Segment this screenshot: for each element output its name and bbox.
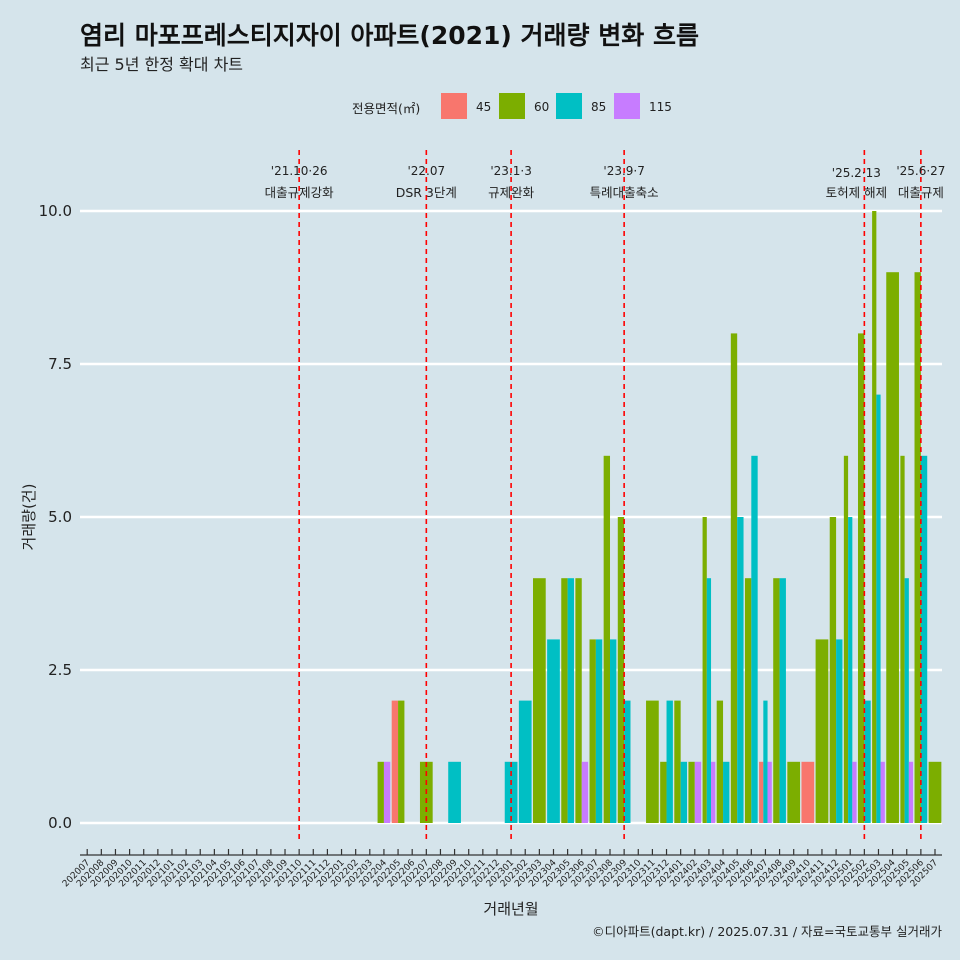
bar-202502-85 bbox=[864, 700, 871, 823]
bar-202404-60 bbox=[716, 700, 724, 823]
bar-202303-60 bbox=[533, 578, 546, 823]
bar-202405-85 bbox=[737, 517, 744, 823]
bar-202205-60 bbox=[398, 700, 405, 823]
event-date-label: '23.1·3 bbox=[490, 164, 531, 178]
bar-202307-60 bbox=[589, 639, 596, 823]
bar-202312-60 bbox=[660, 761, 667, 823]
bar-202503-60 bbox=[872, 211, 877, 823]
bar-202308-60 bbox=[603, 455, 611, 823]
x-axis: 2020072020082020092020102020112020122021… bbox=[61, 849, 942, 889]
y-tick-label: 10.0 bbox=[39, 202, 72, 220]
event-date-label: '23.9·7 bbox=[603, 164, 644, 178]
bar-202403-115 bbox=[711, 761, 716, 823]
bar-202306-115 bbox=[581, 761, 589, 823]
event-lines: '21.10·26 대출규제강화 '22.07 DSR 3단계 '23.1·3 규제완화 '… bbox=[265, 150, 945, 843]
legend-swatch-45 bbox=[441, 93, 467, 119]
legend-label-115: 115 bbox=[649, 100, 672, 114]
event-date-label: '25.2·13 bbox=[832, 166, 881, 180]
legend-label-45: 45 bbox=[476, 100, 491, 114]
bar-202407-85 bbox=[763, 700, 768, 823]
bar-202404-85 bbox=[723, 761, 730, 823]
bar-202408-60 bbox=[773, 578, 780, 823]
event-name-label: 규제완화 bbox=[488, 185, 535, 200]
event-date-label: '22.07 bbox=[407, 164, 445, 178]
bar-202402-60 bbox=[688, 761, 695, 823]
legend-label-60: 60 bbox=[534, 100, 549, 114]
y-axis: 0.0 2.5 5.0 7.5 10.0 bbox=[39, 202, 72, 832]
bar-202204-60 bbox=[377, 761, 384, 823]
chart-subtitle: 최근 5년 한정 확대 차트 bbox=[80, 55, 243, 74]
y-axis-title: 거래량(건) bbox=[20, 484, 38, 551]
bar-202204-115 bbox=[383, 761, 391, 823]
bar-202502-60 bbox=[857, 333, 865, 823]
bar-202506-85 bbox=[920, 455, 928, 823]
event-name-label: 대출규제 bbox=[898, 185, 944, 200]
bar-202501-60 bbox=[843, 455, 849, 823]
bar-202311-60 bbox=[646, 700, 659, 823]
grid bbox=[80, 209, 942, 825]
bar-202409-60 bbox=[787, 761, 801, 823]
y-tick-label: 2.5 bbox=[48, 661, 72, 679]
bar-202305-85 bbox=[567, 578, 574, 823]
event-name-label: 특례대출축소 bbox=[590, 185, 659, 200]
bar-202402-115 bbox=[694, 761, 702, 823]
legend-swatch-85 bbox=[556, 93, 582, 119]
bar-202505-60 bbox=[900, 455, 905, 823]
legend-label-85: 85 bbox=[591, 100, 606, 114]
y-tick-label: 7.5 bbox=[48, 355, 72, 373]
bar-202205-45 bbox=[391, 700, 399, 823]
bar-202403-85 bbox=[706, 578, 712, 823]
bar-202503-115 bbox=[880, 761, 885, 823]
bar-202306-60 bbox=[575, 578, 582, 823]
bar-202304-85 bbox=[547, 639, 560, 823]
legend-swatch-60 bbox=[499, 93, 525, 119]
x-axis-title: 거래년월 bbox=[483, 900, 538, 918]
bar-202505-85 bbox=[904, 578, 909, 823]
bar-202312-85 bbox=[666, 700, 673, 823]
bar-202504-60 bbox=[886, 272, 899, 823]
bar-202401-60 bbox=[674, 700, 681, 823]
bar-202302-85 bbox=[518, 700, 532, 823]
legend: 전용면적(㎡) 45 60 85 115 bbox=[352, 93, 672, 119]
bar-202506-60 bbox=[914, 272, 921, 823]
bar-202412-85 bbox=[836, 639, 843, 823]
bar-202411-60 bbox=[815, 639, 829, 823]
chart-title: 염리 마포프레스티지자이 아파트(2021) 거래량 변화 흐름 bbox=[80, 21, 699, 50]
bar-202505-115 bbox=[908, 761, 914, 823]
caption: ©디아파트(dapt.kr) / 2025.07.31 / 자료=국토교통부 실… bbox=[592, 924, 942, 939]
event-date-label: '25.6·27 bbox=[896, 164, 945, 178]
bars bbox=[377, 211, 942, 823]
bar-202501-115 bbox=[852, 761, 857, 823]
event-name-label: DSR 3단계 bbox=[396, 185, 457, 200]
bar-202407-115 bbox=[767, 761, 772, 823]
bar-202309-60 bbox=[617, 517, 625, 823]
y-tick-label: 5.0 bbox=[48, 508, 72, 526]
bar-202405-60 bbox=[730, 333, 738, 823]
event-name-label: 대출규제강화 bbox=[265, 185, 335, 200]
bar-202406-60 bbox=[744, 578, 752, 823]
event-name-label: 토허제 해제 bbox=[826, 185, 887, 200]
bar-202501-85 bbox=[848, 517, 853, 823]
bar-202408-85 bbox=[779, 578, 786, 823]
bar-202412-60 bbox=[829, 517, 837, 823]
bar-202403-60 bbox=[702, 517, 707, 823]
bar-202507-60 bbox=[928, 761, 942, 823]
y-tick-label: 0.0 bbox=[48, 814, 72, 832]
bar-202308-85 bbox=[610, 639, 617, 823]
bar-202305-60 bbox=[561, 578, 568, 823]
bar-202209-85 bbox=[448, 761, 461, 823]
bar-202407-45 bbox=[759, 761, 764, 823]
bar-202309-85 bbox=[624, 700, 631, 823]
event-date-label: '21.10·26 bbox=[271, 164, 328, 178]
legend-swatch-115 bbox=[614, 93, 640, 119]
bar-202410-45 bbox=[801, 761, 815, 823]
legend-title: 전용면적(㎡) bbox=[352, 101, 420, 116]
bar-202307-85 bbox=[595, 639, 603, 823]
bar-202401-85 bbox=[680, 761, 688, 823]
bar-202406-85 bbox=[751, 455, 758, 823]
bar-202503-85 bbox=[876, 394, 881, 823]
